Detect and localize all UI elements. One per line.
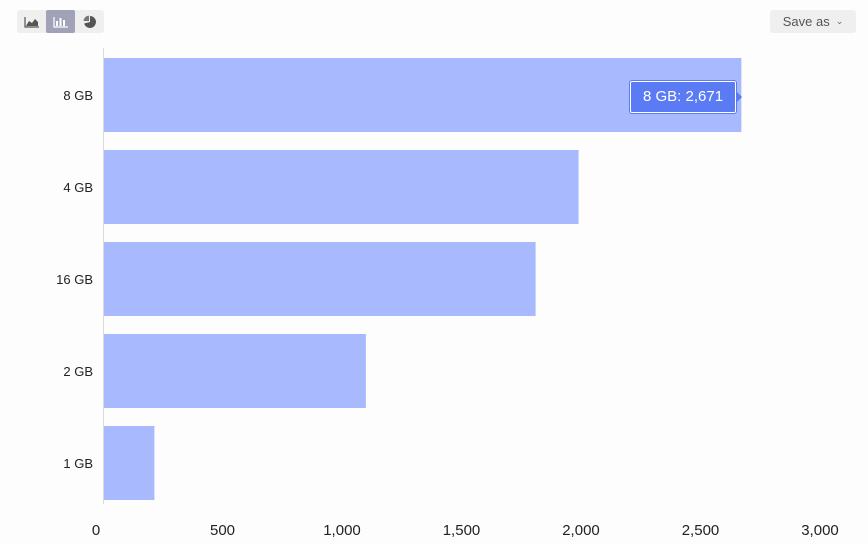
x-tick-label: 500 [210,522,235,539]
bar-4-gb[interactable] [104,150,579,224]
bar-16-gb[interactable] [104,242,536,316]
category-label: 2 GB [63,364,93,379]
x-tick-label: 1,500 [443,522,481,539]
x-tick-label: 2,000 [562,522,600,539]
bar-chart-icon [52,16,68,28]
bar-tooltip: 8 GB: 2,671 [630,81,743,113]
bar-1-gb[interactable] [104,426,155,500]
pie-chart-button[interactable] [75,10,104,33]
save-as-label: Save as [782,14,830,29]
chart-type-toolbar [17,10,104,33]
x-tick-label: 3,000 [801,522,839,539]
bar-chart-button[interactable] [46,10,75,33]
bar-2-gb[interactable] [104,334,366,408]
pie-chart-icon [83,15,96,28]
category-label: 1 GB [63,456,93,471]
area-chart-button[interactable] [17,10,46,33]
chevron-down-icon: ⌄ [835,16,844,26]
category-label: 16 GB [56,272,93,287]
area-chart-icon [23,16,39,28]
x-tick-label: 2,500 [682,522,720,539]
category-label: 4 GB [63,180,93,195]
category-label: 8 GB [63,88,93,103]
x-tick-label: 1,000 [323,522,361,539]
x-tick-label: 0 [92,522,100,539]
save-as-button[interactable]: Save as ⌄ [770,10,856,33]
